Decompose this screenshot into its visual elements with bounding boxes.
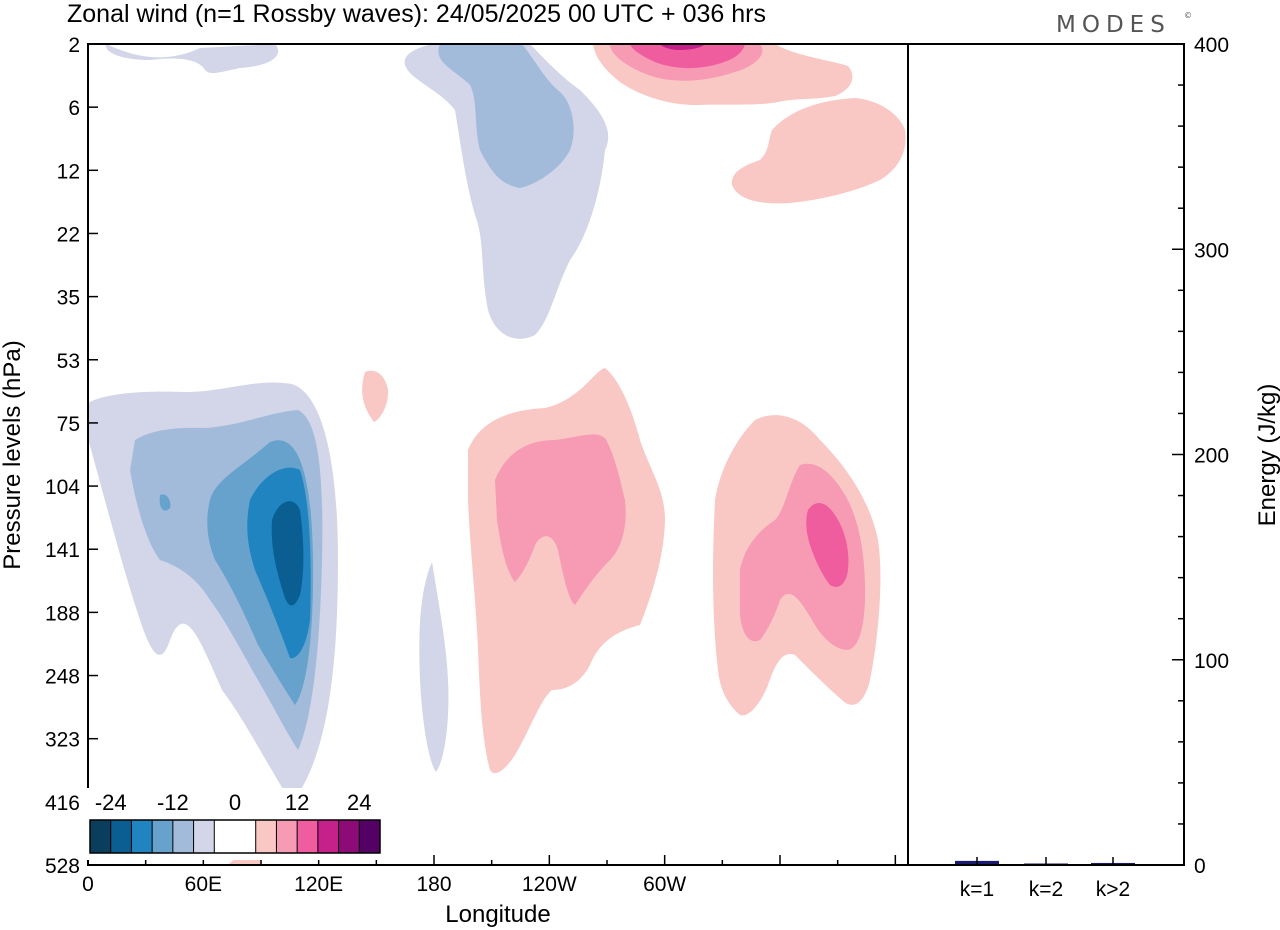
colorbar-swatch [276,820,298,853]
y-tick-label: 323 [45,729,80,752]
x-tick-label: 60E [185,873,222,896]
y-tick-label: 188 [45,602,80,625]
y-tick-label: 12 [57,160,80,183]
y-tick-label: 416 [45,792,80,815]
colorbar-swatch [193,820,215,853]
colorbar-swatch [338,820,360,853]
colorbar-swatch [317,820,340,853]
y-tick-label: 22 [57,223,80,246]
x-tick-label: 120E [294,873,343,896]
colorbar-swatch [172,820,195,853]
energy-panel: 0 100 200 300 400 k=1 k=2 k>2 Energy (J/kg) [907,34,1280,901]
y-tick-label: 104 [45,476,80,499]
colorbar-swatch [255,820,277,853]
y-tick-label: 6 [68,97,80,120]
y-tick-label: 528 [45,855,80,878]
neg-contour-level-2 [438,44,574,188]
x-tick-label: 180 [416,873,451,896]
energy-plot-background [908,44,1184,865]
energy-category-label: k>2 [1096,878,1130,901]
pos-contour-level-1 [731,98,906,204]
colorbar-tick-label: -12 [157,790,189,815]
energy-axis: 0 100 200 300 400 [1172,34,1229,878]
y-tick-label: 2 [68,34,80,57]
colorbar-tick-label: 12 [285,790,309,815]
energy-tick-label: 300 [1194,239,1229,262]
energy-tick-label: 100 [1194,650,1229,673]
colorbar-swatch [235,820,257,853]
y-tick-label: 248 [45,666,80,689]
heatmap-panel: 2 6 12 22 35 53 75 104 141 188 248 323 416 528 0 60E 12… [0,34,909,928]
longitude-axis: 0 60E 120E 180 120W 60W [82,855,897,896]
energy-tick-label: 200 [1194,445,1229,468]
colorbar-swatch [359,820,381,853]
y-tick-label: 75 [57,413,80,436]
colorbar-swatch [131,820,153,853]
x-tick-label: 120W [522,873,577,896]
colorbar-tick-label: 24 [347,790,371,815]
energy-category-label: k=1 [960,878,994,901]
energy-axis-label: Energy (J/kg) [1254,384,1280,527]
y-axis-label: Pressure levels (hPa) [0,340,26,569]
colorbar-tick-label: -24 [95,790,127,815]
energy-tick-label: 400 [1194,34,1229,57]
pos-contour-level-1 [362,370,389,422]
neg-contour-level-1 [105,44,279,74]
colorbar-tick-label: 0 [229,790,241,815]
y-tick-label: 53 [57,350,80,373]
colorbar-swatch [214,820,236,853]
colorbar-frame [89,819,381,854]
copyright-mark: © [1184,11,1192,20]
x-tick-label: 0 [82,873,94,896]
energy-category-label: k=2 [1029,878,1063,901]
y-tick-label: 141 [45,539,80,562]
colorbar-swatch [110,820,132,853]
y-tick-label: 35 [57,287,80,310]
pos-contour-level-3 [630,44,745,69]
colorbar-swatch [90,820,112,853]
pos-contour-level-3 [806,503,849,587]
energy-tick-label: 0 [1194,855,1206,878]
pressure-axis: 2 6 12 22 35 53 75 104 141 188 248 323 416 528 [45,34,98,878]
x-tick-label: 60W [643,873,686,896]
x-axis-label: Longitude [445,901,550,928]
colorbar-swatch [297,820,319,853]
neg-contour-level-5 [271,501,304,606]
pos-contour-level-4 [660,44,705,50]
neg-contour-level-1 [419,562,449,772]
contour-field [88,44,906,865]
pos-contour-level-2 [495,434,626,605]
neg-contour-level-3 [159,494,171,511]
modes-logo: MODES [1056,12,1171,38]
colorbar-swatch [152,820,174,853]
pos-contour-level-2 [740,463,866,650]
colorbar: -24 -12 0 12 24 [82,788,384,860]
chart-title: Zonal wind (n=1 Rossby waves): 24/05/202… [67,0,766,28]
